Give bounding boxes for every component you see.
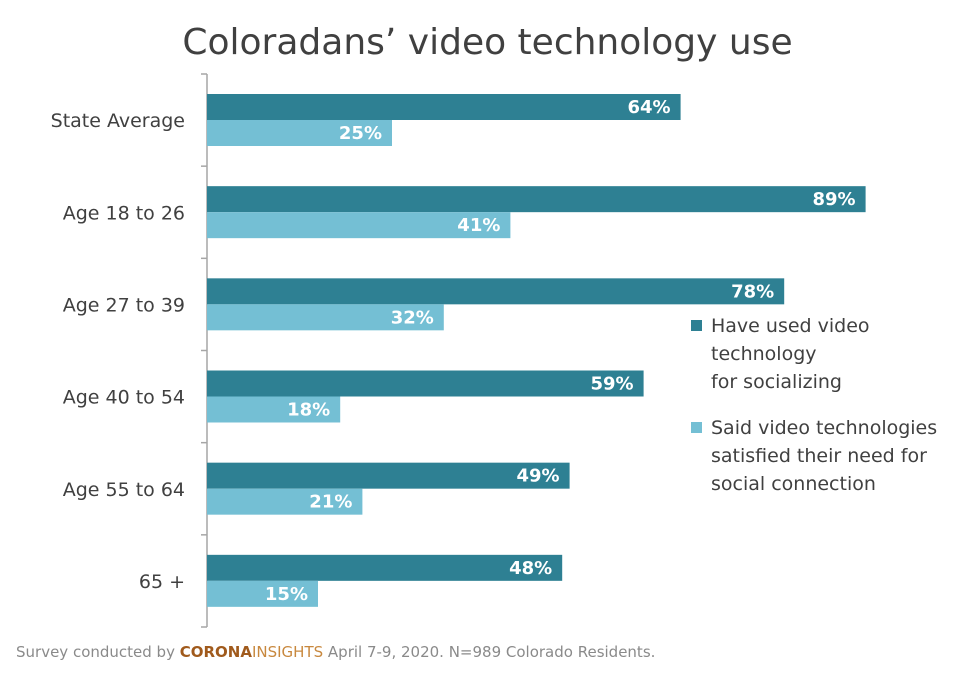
data-label-series-1: 49% [517,466,560,487]
data-label-series-1: 64% [628,97,671,118]
data-label-series-2: 41% [457,215,500,236]
bar-series-1 [207,94,681,120]
footer-prefix: Survey conducted by [16,643,180,661]
legend-swatch-series-2 [691,422,702,433]
bar-series-1 [207,462,570,489]
category-label: Age 18 to 26 [63,202,185,224]
category-label: 65 + [139,571,185,593]
legend-label-series-1-line-2: for socializing [711,371,842,393]
legend-label-series-2-line-3: social connection [711,473,876,495]
bar-series-2 [207,212,511,239]
bar-series-1 [207,278,785,305]
data-label-series-2: 15% [265,584,308,605]
bar-series-2 [207,304,444,331]
bar-series-2 [207,488,363,515]
legend-label-series-1-line-1: Have used video technology [711,315,870,365]
bar-series-2 [207,120,392,146]
bar-series-1 [207,554,563,581]
legend-label-series-2-line-1: Said video technologies [711,417,938,439]
data-label-series-2: 32% [391,307,434,328]
category-label: State Average [51,110,185,132]
data-label-series-1: 59% [591,374,634,395]
data-label-series-1: 78% [731,281,774,302]
legend-item-series-1: Have used video technology for socializi… [691,312,971,396]
data-label-series-2: 18% [287,400,330,421]
data-label-series-1: 48% [509,558,552,579]
bar-series-1 [207,186,866,213]
category-label: Age 55 to 64 [63,479,185,501]
footer-note: Survey conducted by CORONAINSIGHTS April… [16,643,655,661]
data-label-series-2: 25% [339,123,382,144]
chart-title: Coloradans’ video technology use [182,22,793,63]
legend: Have used video technology for socializi… [691,312,971,516]
data-label-series-1: 89% [813,189,856,210]
legend-label-series-2-line-2: satisfied their need for [711,445,927,467]
bar-series-1 [207,370,644,397]
data-label-series-2: 21% [309,492,352,513]
bar-series-2 [207,396,341,423]
category-label: Age 27 to 39 [63,294,185,316]
footer-suffix: April 7-9, 2020. N=989 Colorado Resident… [323,643,656,661]
legend-item-series-2: Said video technologies satisfied their … [691,414,971,498]
footer-brand-corona: CORONA [179,643,252,661]
bar-series-2 [207,580,318,607]
legend-swatch-series-1 [691,320,702,331]
category-label: Age 40 to 54 [63,387,185,409]
footer-brand-insights: INSIGHTS [251,643,324,661]
